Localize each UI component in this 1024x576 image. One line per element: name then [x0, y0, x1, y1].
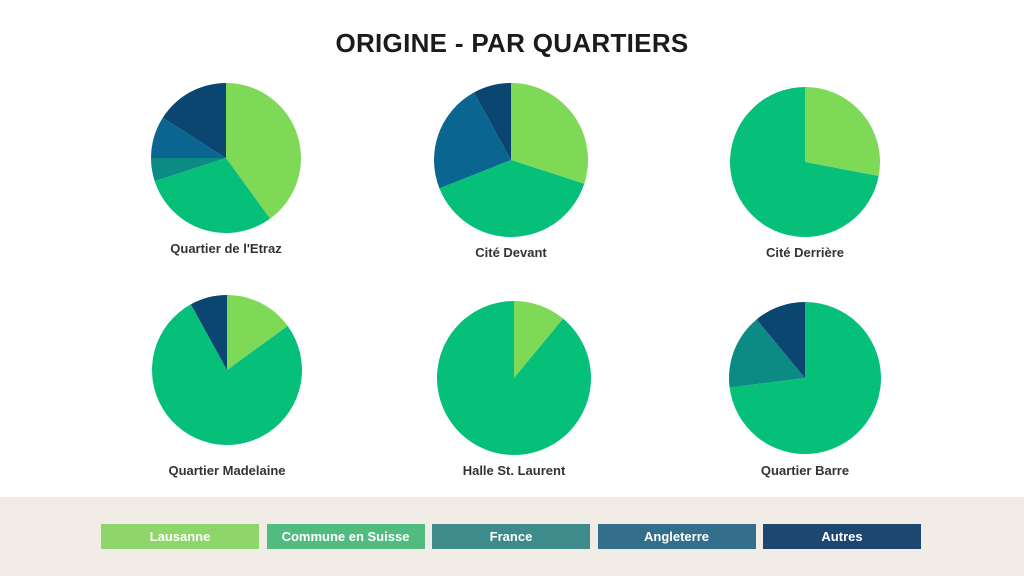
pie-1 — [433, 83, 588, 238]
pie-slice-lausanne — [514, 301, 564, 378]
pie-slice-angleterre — [151, 117, 226, 158]
legend-item: Commune en Suisse — [266, 524, 425, 549]
pie-slice-autres — [473, 83, 511, 160]
pie-label: Cité Derrière — [765, 245, 845, 260]
pie-slice-commune-en-suisse — [152, 304, 303, 445]
legend-item: Autres — [763, 524, 921, 549]
pie-label: Halle St. Laurent — [462, 463, 566, 478]
pie-slice-france — [729, 319, 805, 388]
pie-slice-lausanne — [226, 83, 301, 219]
pie-3 — [152, 295, 303, 445]
pie-slice-commune-en-suisse — [439, 160, 585, 238]
pie-slice-france — [151, 158, 226, 182]
pie-label: Quartier de l'Etraz — [170, 241, 282, 256]
pie-slice-autres — [162, 83, 226, 158]
pie-4 — [437, 301, 592, 455]
pie-slice-commune-en-suisse — [730, 87, 879, 238]
chart-title: ORIGINE - PAR QUARTIERS — [335, 28, 689, 58]
pie-label: Cité Devant — [475, 245, 547, 260]
pie-2 — [730, 87, 880, 238]
pie-0 — [151, 83, 301, 234]
pie-slice-autres — [190, 295, 227, 370]
pie-charts — [151, 83, 882, 455]
legend-item: Angleterre — [597, 524, 756, 549]
pie-slice-commune-en-suisse — [437, 301, 592, 455]
legend-item: Lausanne — [101, 524, 259, 549]
pie-5 — [729, 302, 882, 455]
pie-slice-commune-en-suisse — [729, 302, 882, 455]
pie-slice-lausanne — [805, 87, 880, 177]
pie-slice-lausanne — [227, 295, 288, 370]
pie-slice-angleterre — [433, 92, 511, 189]
pie-label: Quartier Barre — [760, 463, 850, 478]
legend-item: France — [432, 524, 590, 549]
pie-slice-lausanne — [511, 83, 588, 184]
pie-slice-commune-en-suisse — [154, 158, 271, 234]
pie-slice-autres — [756, 302, 805, 378]
pie-label: Quartier Madelaine — [168, 463, 286, 478]
